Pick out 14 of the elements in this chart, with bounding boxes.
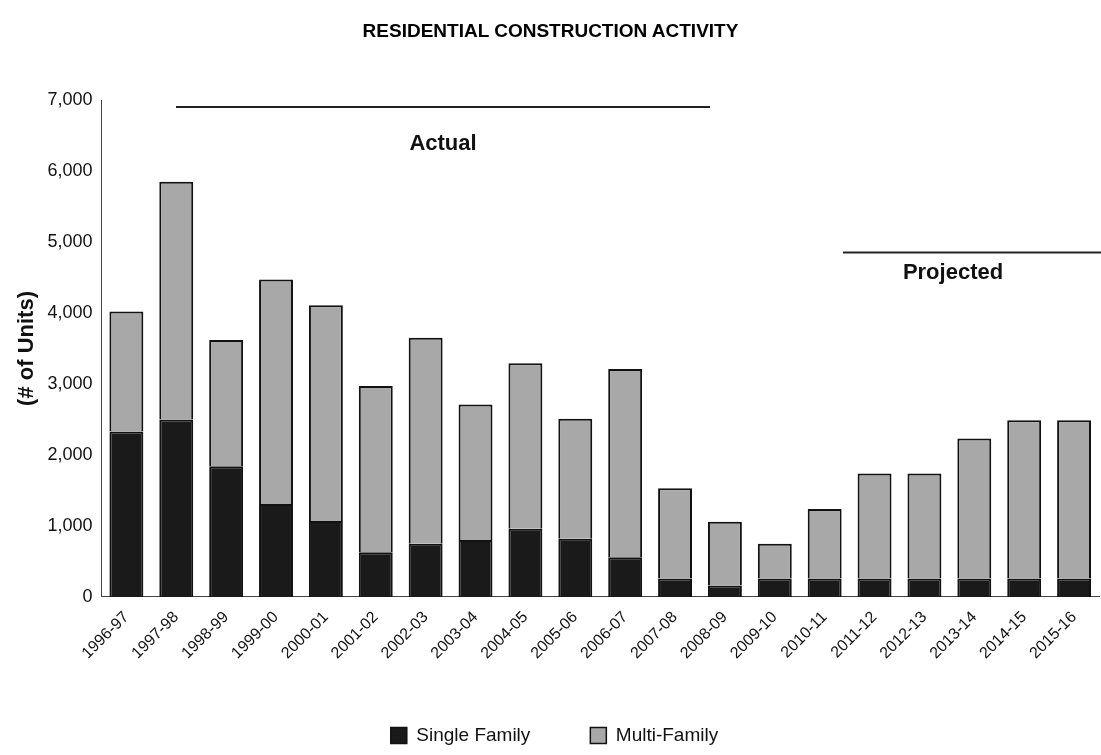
y-tick-label: 1,000 [47,514,93,535]
y-tick-label: 3,000 [47,372,93,393]
y-tick-label: 2,000 [47,443,93,464]
chart-title: RESIDENTIAL CONSTRUCTION ACTIVITY [361,20,740,42]
y-tick-label: 0 [82,585,93,606]
legend-label: Single Family [416,723,531,745]
ref-line-label: Projected [902,258,1004,284]
y-tick-label: 7,000 [47,88,93,109]
y-axis-title: (# of Units) [13,291,39,406]
y-tick-label: 4,000 [47,301,93,322]
y-tick-label: 6,000 [47,159,93,180]
legend-label: Multi-Family [615,723,719,745]
ref-line-label: Actual [409,130,477,156]
y-tick-label: 5,000 [47,230,93,251]
